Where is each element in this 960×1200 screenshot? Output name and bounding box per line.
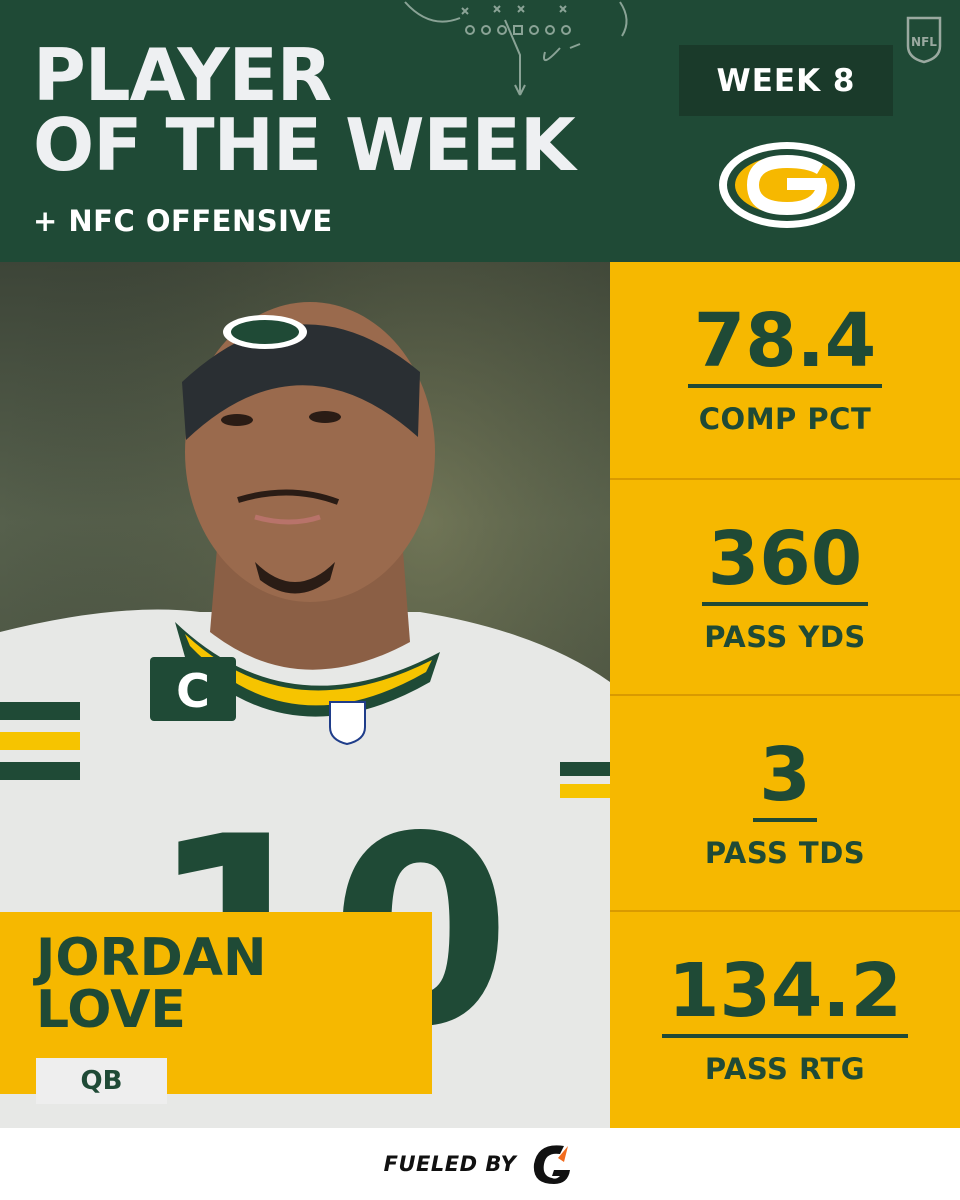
- footer: FUELED BY: [0, 1128, 960, 1200]
- gatorade-logo-icon: [534, 1145, 571, 1184]
- stat-divider: [610, 478, 960, 480]
- stat-label: PASS TDS: [704, 836, 866, 870]
- page-title: PLAYER OF THE WEEK: [33, 33, 576, 187]
- stat-pass-rtg: 134.2 PASS RTG: [610, 912, 960, 1126]
- award-subtitle: + NFC OFFENSIVE: [33, 204, 333, 238]
- title-line-1: PLAYER: [33, 33, 332, 117]
- player-last-name: LOVE: [36, 980, 186, 1040]
- stat-divider: [610, 694, 960, 696]
- player-name: JORDAN LOVE: [36, 932, 267, 1036]
- team-logo-icon: [719, 142, 855, 228]
- stat-pass-tds: 3 PASS TDS: [610, 696, 960, 910]
- stat-label: PASS YDS: [704, 620, 866, 654]
- svg-text:C: C: [176, 664, 210, 718]
- title-line-2: OF THE WEEK: [33, 103, 576, 187]
- stat-pass-yds: 360 PASS YDS: [610, 480, 960, 694]
- stat-label: PASS RTG: [704, 1052, 866, 1086]
- stats-column: 78.4 COMP PCT 360 PASS YDS 3 PASS TDS 13…: [610, 262, 960, 1128]
- nfl-shield-icon: NFL: [906, 16, 942, 64]
- sponsor-text: FUELED BY: [383, 1152, 517, 1176]
- stat-value: 360: [701, 522, 869, 606]
- play-diagram-icon: [404, 1, 628, 96]
- stat-label: COMP PCT: [698, 402, 872, 436]
- stat-comp-pct: 78.4 COMP PCT: [610, 262, 960, 476]
- stat-divider: [610, 910, 960, 912]
- stat-value: 78.4: [687, 304, 883, 388]
- week-badge: WEEK 8: [679, 45, 893, 116]
- player-first-name: JORDAN: [36, 928, 267, 988]
- player-name-box: JORDAN LOVE QB: [0, 912, 432, 1104]
- position-badge: QB: [36, 1058, 167, 1104]
- stat-value: 134.2: [661, 954, 909, 1038]
- svg-text:NFL: NFL: [911, 35, 937, 49]
- player-photo: C 10 JORDAN LOVE QB: [0, 262, 610, 1128]
- stat-value: 3: [753, 738, 817, 822]
- header: NFL PLAYER OF THE WEEK + NFC OFFENSIVE W…: [0, 0, 960, 262]
